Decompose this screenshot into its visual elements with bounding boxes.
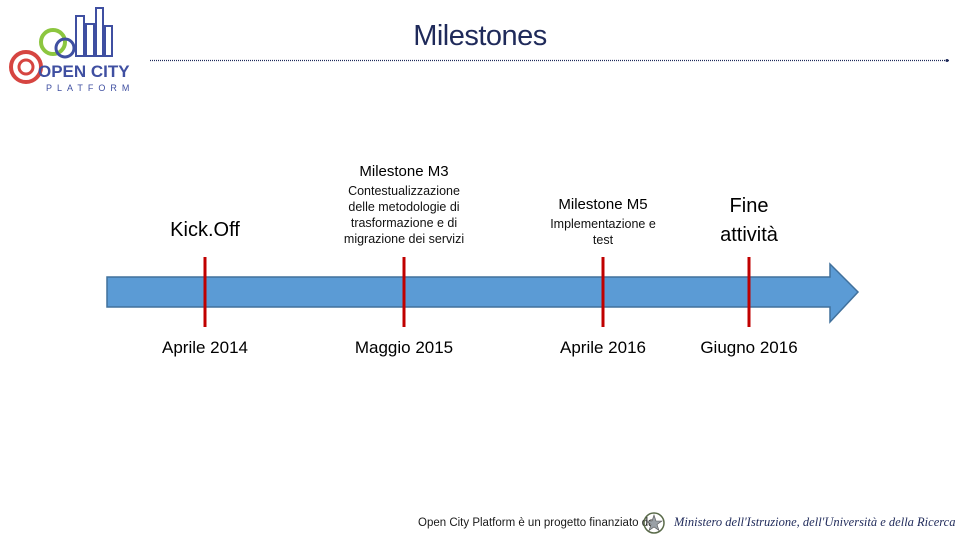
open-city-platform-logo: OPEN CITY PLATFORM bbox=[9, 7, 134, 93]
milestone-m3-description: Contestualizzazione delle metodologie di… bbox=[343, 184, 465, 246]
logo-sub-text: PLATFORM bbox=[46, 83, 134, 93]
milestone-fine-label: Fine attività bbox=[720, 195, 778, 246]
milestone-kickoff-date: Aprile 2014 bbox=[161, 338, 248, 357]
footer-funding-text: Open City Platform è un progetto finanzi… bbox=[418, 517, 655, 529]
milestone-m5-date: Aprile 2016 bbox=[559, 338, 646, 357]
milestone-fine-date: Giugno 2016 bbox=[700, 338, 798, 357]
title-divider bbox=[150, 59, 950, 62]
logo-main-text: OPEN CITY bbox=[38, 62, 130, 81]
milestone-kickoff-label: Kick.Off bbox=[170, 219, 240, 241]
milestone-m5-description: Implementazione e test bbox=[550, 217, 656, 247]
milestone-m3-date: Maggio 2015 bbox=[354, 338, 454, 357]
milestone-m5-label: Milestone M5 bbox=[558, 196, 648, 213]
italian-republic-emblem-icon bbox=[643, 512, 665, 534]
timeline-arrow bbox=[106, 262, 860, 324]
milestone-m3-label: Milestone M3 bbox=[359, 163, 449, 180]
ministry-name: Ministero dell'Istruzione, dell'Universi… bbox=[674, 515, 956, 529]
page-title: Milestones bbox=[413, 20, 547, 52]
